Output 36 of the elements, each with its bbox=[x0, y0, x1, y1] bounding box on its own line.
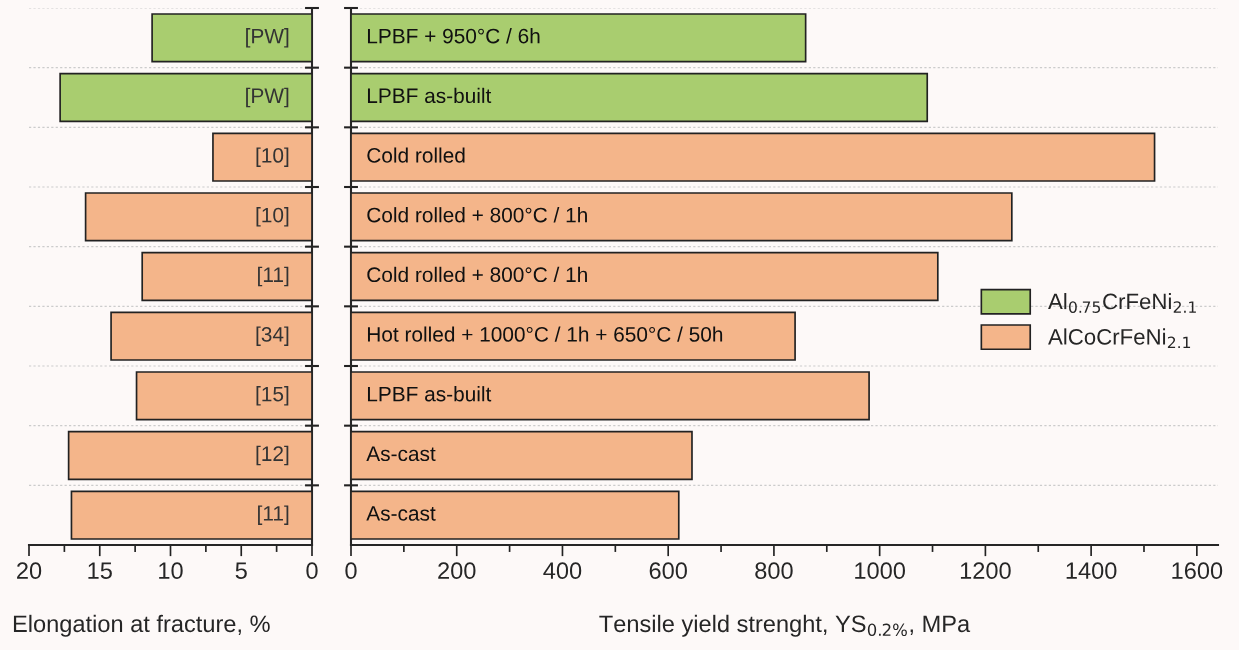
y-tick-label: [11] bbox=[258, 505, 289, 525]
y-tick-label: [PW] bbox=[246, 28, 289, 48]
x-tick-label: 0 bbox=[306, 562, 318, 580]
y-tick-label: [10] bbox=[256, 147, 289, 167]
y-tick-label: LPBF + 950°C / 6h bbox=[367, 28, 540, 44]
x-tick-label: 200 bbox=[438, 562, 476, 580]
legend-label: AlCoCrFeNi$_{2.1}$ bbox=[1048, 328, 1191, 349]
y-tick-label: Hot rolled + 1000°C / 1h + 650°C / 50h bbox=[367, 326, 723, 342]
x-tick-label: 5 bbox=[235, 562, 247, 580]
y-tick-label: [10] bbox=[256, 207, 289, 227]
y-tick-label: LPBF as-built bbox=[367, 87, 492, 104]
x-tick-label: 20 bbox=[17, 562, 42, 580]
x-tick-label: 1200 bbox=[960, 562, 1011, 580]
y-tick-label: Cold rolled + 800°C / 1h bbox=[367, 266, 587, 283]
legend-label: Al$_{0.75}$CrFeNi$_{2.1}$ bbox=[1048, 293, 1196, 313]
x-tick-label: 0 bbox=[345, 562, 357, 580]
x-axis-title: Tensile yield strenght, YS$_{0.2%}$, MPa bbox=[599, 614, 971, 637]
x-tick-label: 15 bbox=[88, 562, 112, 580]
y-tick-label: Cold rolled bbox=[367, 147, 465, 163]
y-tick-label: As-cast bbox=[366, 506, 436, 521]
y-tick-label: [11] bbox=[258, 266, 289, 287]
x-tick-label: 400 bbox=[543, 562, 582, 580]
y-tick-label: As-cast bbox=[366, 446, 436, 462]
y-tick-label: [15] bbox=[256, 386, 289, 406]
y-tick-label: [34] bbox=[256, 326, 289, 346]
x-tick-label: 1400 bbox=[1066, 562, 1117, 580]
x-tick-label: 800 bbox=[755, 562, 793, 580]
y-tick-label: LPBF as-built bbox=[367, 386, 492, 402]
x-tick-label: 10 bbox=[159, 562, 183, 580]
y-tick-label: [12] bbox=[256, 445, 289, 466]
x-tick-label: 600 bbox=[649, 562, 687, 580]
y-tick-label: Cold rolled + 800°C / 1h bbox=[367, 207, 587, 223]
x-axis-title: Elongation at fracture, % bbox=[13, 614, 270, 637]
y-tick-label: [PW] bbox=[246, 87, 289, 108]
x-tick-label: 1000 bbox=[855, 562, 905, 580]
x-tick-label: 1600 bbox=[1172, 562, 1223, 580]
